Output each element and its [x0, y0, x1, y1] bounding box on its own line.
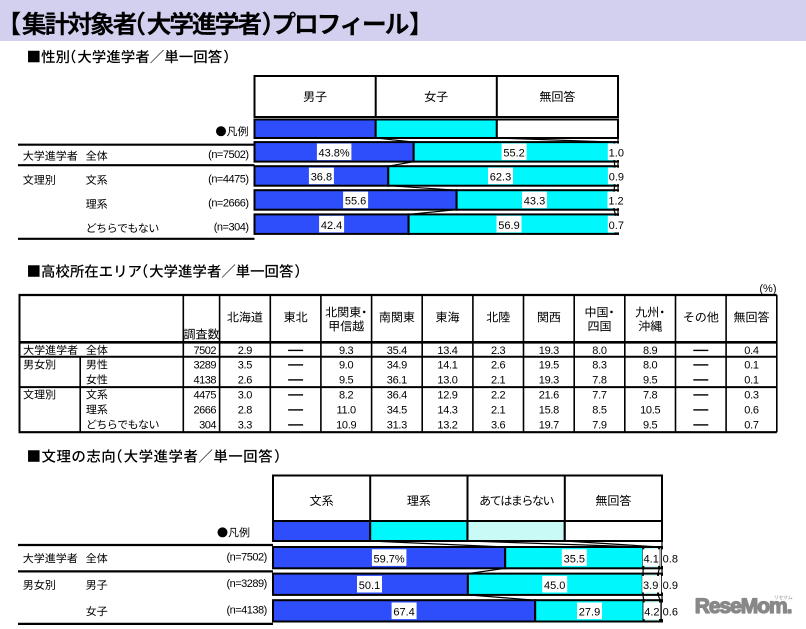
svg-text:34.9: 34.9 — [387, 360, 407, 372]
svg-text:0.9: 0.9 — [663, 580, 678, 592]
svg-text:13.4: 13.4 — [437, 345, 457, 357]
svg-text:36.4: 36.4 — [387, 390, 407, 402]
svg-text:45.0: 45.0 — [544, 580, 565, 592]
svg-text:(n=3289): (n=3289) — [226, 578, 266, 590]
svg-text:(n=2666): (n=2666) — [208, 197, 248, 209]
svg-text:7502: 7502 — [194, 345, 217, 357]
svg-text:9.0: 9.0 — [339, 360, 354, 372]
svg-text:(n=4138): (n=4138) — [226, 604, 266, 616]
svg-text:7.7: 7.7 — [592, 390, 607, 402]
svg-text:9.5: 9.5 — [643, 420, 658, 432]
svg-text:43.8%: 43.8% — [318, 148, 349, 160]
svg-text:3.3: 3.3 — [238, 420, 253, 432]
svg-text:0.8: 0.8 — [663, 553, 678, 565]
svg-text:4138: 4138 — [194, 375, 217, 387]
svg-text:59.7%: 59.7% — [373, 553, 404, 565]
svg-text:0.6: 0.6 — [744, 405, 759, 417]
svg-text:9.3: 9.3 — [339, 345, 354, 357]
svg-text:35.5: 35.5 — [564, 553, 585, 565]
svg-text:14.1: 14.1 — [437, 360, 457, 372]
svg-text:31.3: 31.3 — [387, 420, 407, 432]
svg-text:9.5: 9.5 — [339, 375, 354, 387]
svg-text:34.5: 34.5 — [387, 405, 407, 417]
svg-text:9.5: 9.5 — [643, 375, 658, 387]
svg-text:8.0: 8.0 — [643, 360, 658, 372]
svg-text:2.1: 2.1 — [491, 375, 506, 387]
svg-text:8.0: 8.0 — [592, 345, 607, 357]
svg-text:7.8: 7.8 — [643, 390, 658, 402]
svg-text:14.3: 14.3 — [437, 405, 457, 417]
svg-text:55.2: 55.2 — [503, 148, 524, 160]
svg-text:67.4: 67.4 — [393, 607, 414, 619]
svg-text:1.0: 1.0 — [609, 148, 624, 160]
svg-text:10.9: 10.9 — [336, 420, 356, 432]
svg-text:42.4: 42.4 — [321, 220, 342, 232]
svg-text:4.1: 4.1 — [644, 553, 659, 565]
svg-text:0.9: 0.9 — [609, 172, 624, 184]
svg-text:(n=4475): (n=4475) — [208, 173, 248, 185]
svg-text:2666: 2666 — [194, 405, 217, 417]
svg-text:2.8: 2.8 — [238, 405, 253, 417]
svg-text:2.6: 2.6 — [491, 360, 506, 372]
svg-text:3.9: 3.9 — [643, 580, 658, 592]
svg-text:2.3: 2.3 — [491, 345, 506, 357]
svg-text:7.9: 7.9 — [592, 420, 607, 432]
svg-text:0.1: 0.1 — [744, 360, 759, 372]
svg-text:2.6: 2.6 — [238, 375, 253, 387]
svg-text:56.9: 56.9 — [498, 220, 519, 232]
svg-text:36.1: 36.1 — [387, 375, 407, 387]
svg-text:304: 304 — [199, 420, 216, 432]
svg-text:3.0: 3.0 — [238, 390, 253, 402]
svg-text:50.1: 50.1 — [359, 580, 380, 592]
svg-text:(n=7502): (n=7502) — [226, 552, 266, 564]
svg-text:35.4: 35.4 — [387, 345, 407, 357]
svg-text:(%): (%) — [759, 283, 776, 295]
svg-text:8.3: 8.3 — [592, 360, 607, 372]
svg-text:21.6: 21.6 — [539, 390, 559, 402]
svg-text:3.5: 3.5 — [238, 360, 253, 372]
svg-text:62.3: 62.3 — [490, 172, 511, 184]
svg-text:55.6: 55.6 — [345, 196, 366, 208]
svg-text:(n=7502): (n=7502) — [208, 149, 248, 161]
svg-text:12.9: 12.9 — [437, 390, 457, 402]
svg-text:0.4: 0.4 — [744, 345, 759, 357]
svg-text:2.2: 2.2 — [491, 390, 506, 402]
svg-text:13.0: 13.0 — [437, 375, 457, 387]
svg-text:11.0: 11.0 — [336, 405, 356, 417]
svg-text:8.5: 8.5 — [592, 405, 607, 417]
svg-text:1.2: 1.2 — [608, 196, 623, 208]
svg-text:19.5: 19.5 — [539, 360, 559, 372]
svg-text:4475: 4475 — [194, 390, 217, 402]
svg-text:(n=304): (n=304) — [214, 222, 249, 234]
svg-text:10.5: 10.5 — [640, 405, 660, 417]
svg-text:2.1: 2.1 — [491, 405, 506, 417]
svg-text:43.3: 43.3 — [524, 196, 545, 208]
svg-text:15.8: 15.8 — [539, 405, 559, 417]
svg-text:0.7: 0.7 — [609, 220, 624, 232]
svg-text:4.2: 4.2 — [644, 607, 659, 619]
svg-text:ReseMom.: ReseMom. — [695, 595, 792, 618]
svg-text:19.3: 19.3 — [539, 345, 559, 357]
svg-text:0.6: 0.6 — [663, 607, 678, 619]
svg-text:3289: 3289 — [194, 360, 217, 372]
svg-text:8.9: 8.9 — [643, 345, 658, 357]
svg-text:7.8: 7.8 — [592, 375, 607, 387]
svg-text:27.9: 27.9 — [579, 607, 600, 619]
svg-text:0.3: 0.3 — [744, 390, 759, 402]
svg-text:0.7: 0.7 — [744, 420, 759, 432]
svg-text:19.3: 19.3 — [539, 375, 559, 387]
svg-text:13.2: 13.2 — [437, 420, 457, 432]
svg-text:3.6: 3.6 — [491, 420, 506, 432]
svg-text:2.9: 2.9 — [238, 345, 253, 357]
svg-text:0.1: 0.1 — [744, 375, 759, 387]
svg-text:8.2: 8.2 — [339, 390, 354, 402]
svg-text:36.8: 36.8 — [311, 172, 332, 184]
svg-text:19.7: 19.7 — [539, 420, 559, 432]
